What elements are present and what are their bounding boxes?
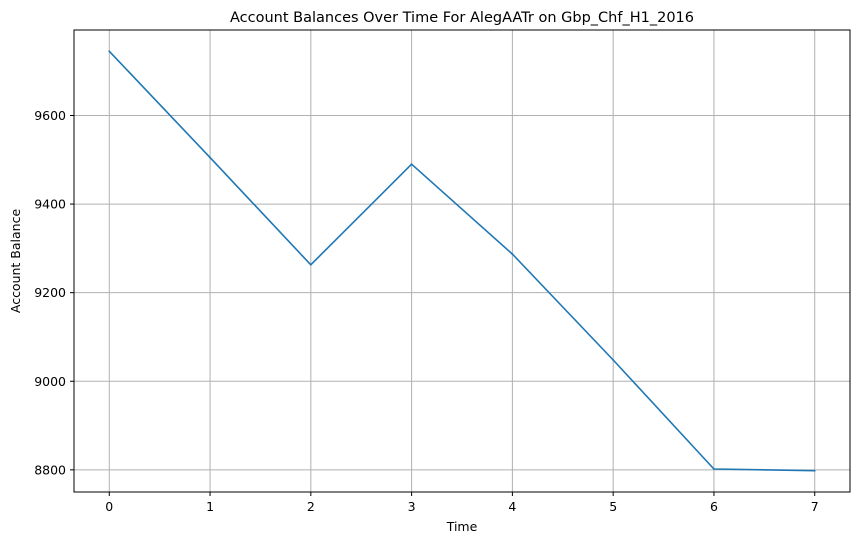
plot-area-frame <box>73 29 851 493</box>
y-tick-label: 8800 <box>34 462 66 477</box>
grid <box>74 30 850 492</box>
x-tick-label: 4 <box>508 499 516 514</box>
data-point <box>108 50 111 53</box>
data-point <box>713 468 715 470</box>
x-tick-label: 6 <box>710 499 718 514</box>
y-axis: 8800 9000 9200 9400 9600 <box>34 108 74 477</box>
y-tick-label: 9400 <box>34 197 66 212</box>
x-tick-label: 1 <box>206 499 214 514</box>
x-axis: 0 1 2 3 4 5 6 7 <box>105 492 819 514</box>
data-point <box>309 263 312 266</box>
y-axis-title: Account Balance <box>8 209 23 314</box>
x-tick-label: 3 <box>408 499 416 514</box>
data-point <box>813 469 816 472</box>
x-tick-label: 7 <box>811 499 819 514</box>
data-point <box>209 156 211 159</box>
y-tick-label: 9200 <box>34 285 66 300</box>
data-point <box>612 359 615 361</box>
y-tick-label: 9000 <box>34 374 66 389</box>
chart-title: Account Balances Over Time For AlegAATr … <box>230 10 694 26</box>
y-tick-label: 9600 <box>34 108 66 123</box>
series-group <box>108 50 816 472</box>
data-point <box>410 163 413 166</box>
x-axis-title: Time <box>446 519 478 534</box>
series-line <box>108 50 815 472</box>
x-tick-label: 5 <box>609 499 617 514</box>
x-tick-label: 2 <box>307 499 315 514</box>
x-tick-label: 0 <box>105 499 113 514</box>
data-point <box>511 253 514 256</box>
